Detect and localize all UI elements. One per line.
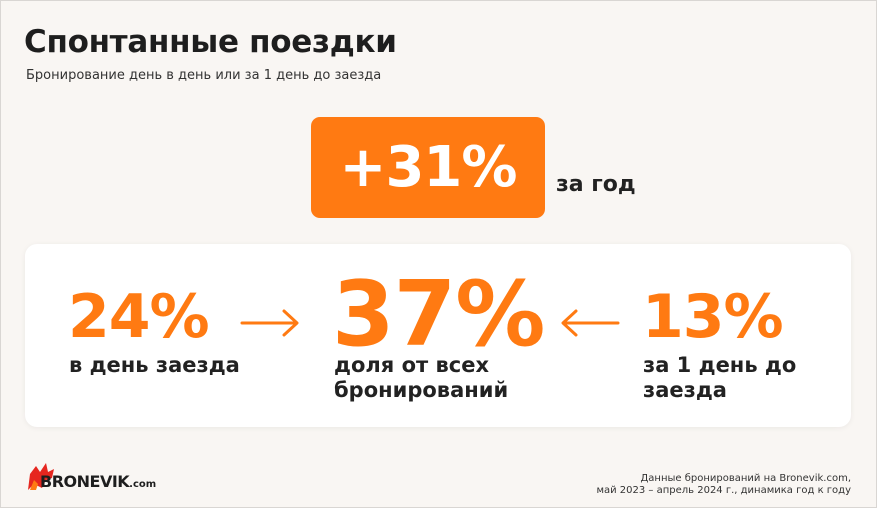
same-day-label: в день заезда <box>69 353 240 377</box>
total-share-label: доля от всех бронирований <box>334 353 509 402</box>
day-before-label: за 1 день до заезда <box>643 353 797 402</box>
footnote-line-2: май 2023 – апрель 2024 г., динамика год … <box>596 485 851 496</box>
growth-value: +31% <box>339 135 518 200</box>
logo-wordmark: BRONEVIK.com <box>40 472 156 491</box>
footnote: Данные бронирований на Bronevik.com, май… <box>596 473 851 497</box>
stats-card <box>25 244 851 427</box>
logo-main: BRONEVIK <box>40 472 130 491</box>
page-subtitle: Бронирование день в день или за 1 день д… <box>26 68 382 83</box>
growth-period: за год <box>556 172 636 197</box>
footnote-line-1: Данные бронирований на Bronevik.com, <box>640 473 851 484</box>
growth-badge: +31% <box>311 117 545 218</box>
day-before-value: 13% <box>642 282 784 352</box>
logo-mark-icon <box>28 463 54 490</box>
same-day-value: 24% <box>68 282 210 352</box>
page-title: Спонтанные поездки <box>24 24 397 60</box>
bronevik-logo: BRONEVIK.com <box>24 460 164 494</box>
arrow-right-icon <box>240 309 299 337</box>
arrow-left-icon <box>561 309 620 337</box>
logo-suffix: .com <box>129 479 157 490</box>
total-share-value: 37% <box>332 262 545 367</box>
